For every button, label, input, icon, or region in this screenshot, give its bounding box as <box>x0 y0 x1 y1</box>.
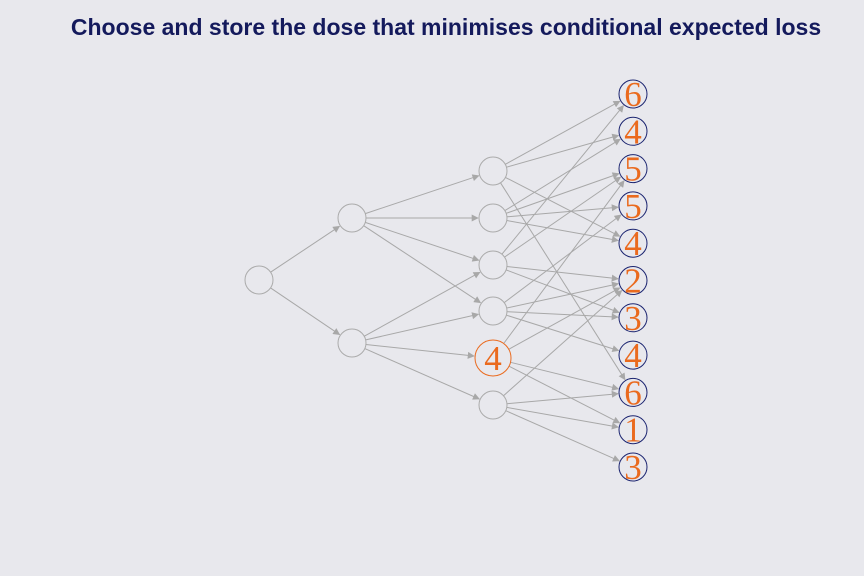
edge-l2-4-to-leaf-8 <box>510 361 620 391</box>
leaf-node-4-label: 4 <box>624 224 642 263</box>
edge-l2-4-to-leaf-2 <box>503 180 625 344</box>
level2-node-highlighted-label: 4 <box>484 339 502 378</box>
leaf-node-10: 3 <box>618 448 648 487</box>
root-node-circle <box>244 265 274 295</box>
edge-l2-2-to-leaf-5 <box>506 266 619 282</box>
level2-node-0 <box>478 156 508 186</box>
leaf-node-0-circle <box>618 79 648 109</box>
edge-l2-0-to-leaf-0 <box>505 100 621 165</box>
edge-l2-5-to-leaf-8 <box>506 390 619 405</box>
edge-l1-1-to-l2-5 <box>364 348 480 400</box>
edge-l2-0-to-leaf-1 <box>506 133 620 168</box>
edge-l2-3-to-leaf-5 <box>506 281 619 309</box>
edge-l2-1-to-leaf-4 <box>506 220 619 243</box>
leaf-node-3: 5 <box>618 187 648 226</box>
leaf-node-6-circle <box>618 303 648 333</box>
level1-node-1 <box>337 328 367 358</box>
leaf-node-3-label: 5 <box>624 187 642 226</box>
edge-l2-2-to-leaf-0 <box>501 105 624 255</box>
edge-l2-3-to-leaf-3 <box>503 214 622 303</box>
level2-node-1-circle <box>478 203 508 233</box>
level2-node-2-circle <box>478 250 508 280</box>
leaf-node-4: 4 <box>618 224 648 263</box>
leaf-node-8-label: 6 <box>624 373 642 412</box>
edge-l2-4-to-leaf-9 <box>508 365 621 424</box>
edge-l2-3-to-leaf-6 <box>506 311 619 321</box>
leaf-node-9-label: 1 <box>624 411 642 450</box>
leaf-node-5-circle <box>618 266 648 295</box>
leaf-node-9-circle <box>618 415 648 445</box>
edge-l2-5-to-leaf-9 <box>506 406 619 430</box>
leaf-node-1-label: 4 <box>624 112 642 151</box>
edge-l1-0-to-l2-3 <box>363 225 482 304</box>
level2-node-5 <box>478 390 508 420</box>
edge-l2-4-to-leaf-5 <box>508 287 621 350</box>
leaf-node-2: 5 <box>618 150 648 189</box>
edge-root-to-l1-1 <box>270 287 341 336</box>
leaf-node-0: 6 <box>618 75 648 114</box>
leaf-node-6: 3 <box>618 299 648 338</box>
edge-l2-5-to-leaf-10 <box>505 410 620 462</box>
edge-l1-1-to-l2-2 <box>364 271 481 337</box>
edge-root-to-l1-0 <box>270 225 341 273</box>
edge-l1-0-to-l2-2 <box>365 221 480 262</box>
leaf-node-7: 4 <box>618 336 648 375</box>
leaf-node-8: 6 <box>618 373 648 412</box>
edge-l2-1-to-leaf-2 <box>506 172 620 214</box>
leaf-node-5: 2 <box>618 262 648 301</box>
leaf-node-6-label: 3 <box>624 299 642 338</box>
leaf-node-10-circle <box>618 452 648 482</box>
leaf-node-7-circle <box>618 340 648 370</box>
level2-node-2 <box>478 250 508 280</box>
level2-node-1 <box>478 203 508 233</box>
edge-l2-2-to-leaf-6 <box>505 269 620 314</box>
level1-node-0 <box>337 203 367 233</box>
edge-l2-1-to-leaf-3 <box>506 204 619 218</box>
level2-node-3 <box>478 296 508 326</box>
level1-node-0-circle <box>337 203 367 233</box>
leaf-node-8-circle <box>618 377 648 407</box>
slide-title: Choose and store the dose that minimises… <box>70 14 822 40</box>
edge-l2-3-to-leaf-7 <box>506 314 620 353</box>
level2-node-0-circle <box>478 156 508 186</box>
level1-node-1-circle <box>337 328 367 358</box>
edge-l2-0-to-leaf-4 <box>505 176 621 237</box>
level2-node-highlighted: 4 <box>474 339 512 378</box>
leaf-node-7-label: 4 <box>624 336 642 375</box>
edge-l2-2-to-leaf-2 <box>504 176 622 258</box>
level2-node-highlighted-circle <box>474 339 512 377</box>
edge-l2-1-to-leaf-1 <box>504 138 621 212</box>
leaf-node-1: 4 <box>618 112 648 151</box>
level2-node-3-circle <box>478 296 508 326</box>
tree-edges <box>270 100 626 462</box>
leaf-node-10-label: 3 <box>624 448 642 487</box>
edge-l1-1-to-l2-3 <box>365 312 480 341</box>
edge-l1-0-to-l2-0 <box>365 174 480 215</box>
leaf-node-2-circle <box>618 154 648 184</box>
leaf-node-5-label: 2 <box>624 262 642 301</box>
edge-l2-5-to-leaf-5 <box>503 290 623 397</box>
leaf-node-3-circle <box>618 191 648 221</box>
root-node <box>244 265 274 295</box>
leaf-node-9: 1 <box>618 411 648 450</box>
leaf-node-1-circle <box>618 116 648 146</box>
leaf-node-2-label: 5 <box>624 150 642 189</box>
level2-node-5-circle <box>478 390 508 420</box>
edge-l1-1-to-l2-4 <box>365 344 475 359</box>
leaf-node-0-label: 6 <box>624 75 642 114</box>
leaf-node-4-circle <box>618 228 648 258</box>
